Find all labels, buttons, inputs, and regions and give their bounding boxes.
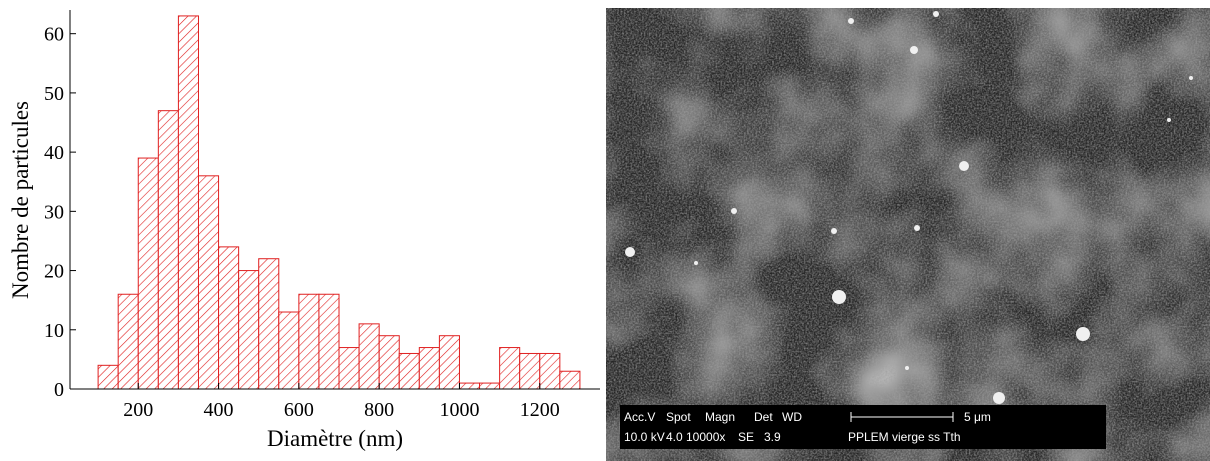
bar xyxy=(298,293,320,390)
info-value: 10.0 kV xyxy=(624,430,665,444)
info-text: Acc.V Spot Magn Det WD 10.0 kV 4.0 10000x SE 3.9 xyxy=(624,410,802,444)
bar xyxy=(499,347,521,390)
info-label: Spot xyxy=(666,410,691,424)
y-tick-label: 50 xyxy=(44,83,64,105)
bar xyxy=(519,352,541,390)
scale-label: 5 μm xyxy=(964,410,991,424)
bar xyxy=(137,157,159,390)
y-tick-label: 0 xyxy=(54,379,64,401)
bar xyxy=(418,347,440,390)
y-tick-label: 10 xyxy=(44,320,64,342)
bar xyxy=(157,110,179,390)
particles xyxy=(625,11,1193,404)
y-axis-label: Nombre de particules xyxy=(8,101,33,299)
bar xyxy=(117,293,139,390)
bar xyxy=(218,246,240,390)
y-tick-label: 60 xyxy=(44,24,64,46)
sem-grain xyxy=(606,8,1210,461)
bar xyxy=(278,311,300,390)
info-value: 4.0 xyxy=(666,430,683,444)
bar xyxy=(258,258,280,390)
y-tick-label: 40 xyxy=(44,142,64,164)
bar xyxy=(318,293,340,390)
info-label: WD xyxy=(782,410,802,424)
x-tick-label: 1200 xyxy=(520,399,560,421)
bar xyxy=(479,382,501,390)
bar xyxy=(97,364,119,390)
x-tick-label: 1000 xyxy=(439,399,479,421)
chart: Diamètre (nm) Nombre de particules 0 10 20… xyxy=(8,10,600,451)
bar xyxy=(458,382,481,390)
bar xyxy=(238,270,260,390)
x-tick-label: 800 xyxy=(364,399,394,421)
x-tick-label: 200 xyxy=(123,399,153,421)
x-tick-label: 400 xyxy=(204,399,234,421)
info-label: Magn xyxy=(705,410,735,424)
info-bar xyxy=(620,405,1106,449)
info-value: 10000x xyxy=(686,430,725,444)
info-value: SE xyxy=(738,430,754,444)
bar xyxy=(177,15,199,390)
x-tick-label: 600 xyxy=(284,399,314,421)
x-axis-label: Diamètre (nm) xyxy=(267,426,403,451)
info-label: Det xyxy=(754,410,773,424)
sample-name: PPLEM vierge ss Tth xyxy=(848,430,961,444)
bar xyxy=(358,323,380,390)
y-tick-label: 20 xyxy=(44,261,64,283)
bar xyxy=(378,335,400,390)
bar xyxy=(197,175,220,390)
y-tick-label: 30 xyxy=(44,201,64,223)
bar xyxy=(338,347,360,390)
bar xyxy=(559,370,581,390)
bar xyxy=(438,335,460,390)
info-label: Acc.V xyxy=(624,410,655,424)
bar xyxy=(539,352,561,390)
bar xyxy=(398,352,420,390)
info-value: 3.9 xyxy=(764,430,781,444)
